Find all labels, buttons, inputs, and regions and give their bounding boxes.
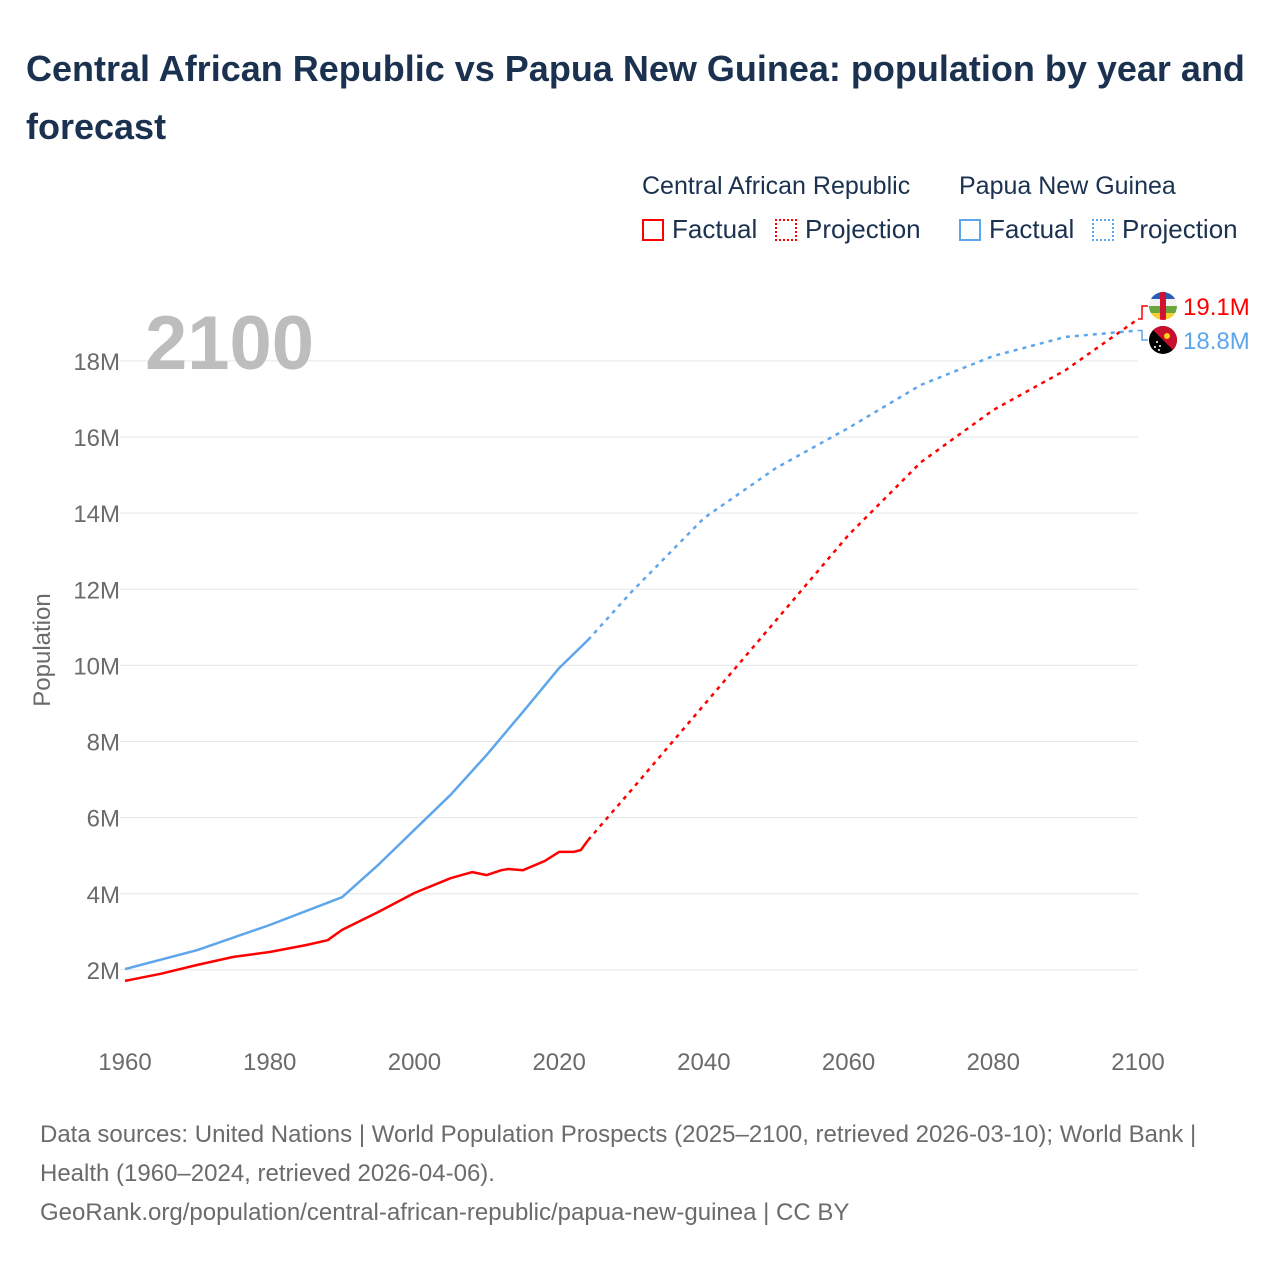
x-tick-label: 2080 bbox=[967, 1049, 1020, 1076]
y-tick-label: 10M bbox=[73, 653, 120, 680]
legend-car-projection[interactable]: Projection bbox=[775, 214, 921, 245]
y-tick-label: 12M bbox=[73, 577, 120, 604]
legend-swatch bbox=[642, 218, 664, 241]
legend-group-car: Central African Republic bbox=[642, 172, 911, 200]
x-tick-label: 1960 bbox=[98, 1049, 151, 1076]
legend-label: Factual bbox=[672, 214, 758, 244]
end-value-label: 18.8M bbox=[1183, 328, 1250, 355]
y-tick-label: 2M bbox=[87, 958, 120, 985]
y-tick-label: 14M bbox=[73, 501, 120, 528]
current-year-label: 2100 bbox=[145, 301, 315, 386]
y-tick-label: 16M bbox=[73, 425, 120, 452]
series-line-projection bbox=[587, 329, 1139, 641]
legend-swatch bbox=[1092, 218, 1114, 241]
footer: Data sources: United Nations | World Pop… bbox=[40, 1115, 1240, 1232]
y-tick-label: 4M bbox=[87, 882, 120, 909]
plot-area: 2M 4M 6M 8M 10M 12M 14M 16M 18M 1960 1980 2000 2020 2… bbox=[29, 292, 1250, 1076]
legend-group-png: Papua New Guinea bbox=[959, 172, 1176, 200]
legend-label: Factual bbox=[989, 214, 1075, 244]
chart-title: Central African Republic vs Papua New Gu… bbox=[26, 48, 1245, 147]
label-connector bbox=[1138, 329, 1148, 341]
legend-car-factual[interactable]: Factual bbox=[642, 214, 757, 245]
legend-label: Projection bbox=[1122, 214, 1238, 244]
end-value-label: 19.1M bbox=[1183, 294, 1250, 321]
series-line-projection bbox=[587, 318, 1139, 841]
x-tick-label: 1980 bbox=[243, 1049, 296, 1076]
car-flag-icon bbox=[1149, 292, 1177, 320]
series-line-factual bbox=[124, 639, 589, 971]
y-tick-label: 18M bbox=[73, 349, 120, 376]
y-tick-label: 8M bbox=[87, 730, 120, 757]
x-tick-label: 2060 bbox=[822, 1049, 875, 1076]
series-line-factual bbox=[124, 839, 590, 983]
legend-label: Projection bbox=[805, 214, 921, 244]
legend-png-factual[interactable]: Factual bbox=[959, 214, 1074, 245]
legend-swatch bbox=[959, 218, 981, 241]
y-tick-label: 6M bbox=[87, 806, 120, 833]
source-link[interactable]: GeoRank.org/population/central-african-r… bbox=[40, 1199, 850, 1226]
x-tick-label: 2040 bbox=[677, 1049, 730, 1076]
png-flag-icon bbox=[1149, 326, 1177, 354]
x-tick-label: 2020 bbox=[532, 1049, 585, 1076]
label-connector bbox=[1138, 305, 1148, 320]
x-tick-label: 2100 bbox=[1111, 1049, 1164, 1076]
x-tick-label: 2000 bbox=[388, 1049, 441, 1076]
y-axis-label: Population bbox=[29, 593, 56, 706]
data-sources: Data sources: United Nations | World Pop… bbox=[40, 1121, 1197, 1187]
legend-swatch bbox=[775, 218, 797, 241]
legend-png-projection[interactable]: Projection bbox=[1092, 214, 1238, 245]
